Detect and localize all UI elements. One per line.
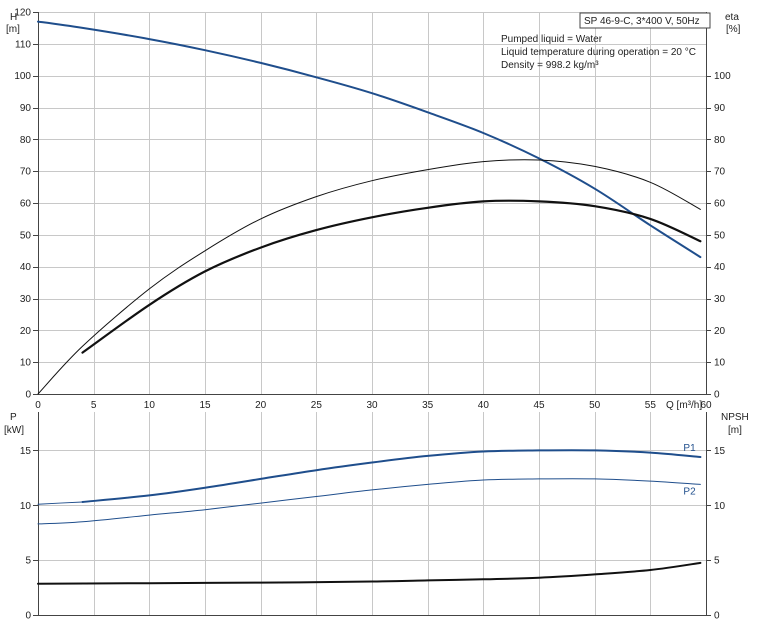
- head-axis-unit: [m]: [6, 24, 20, 35]
- series-layer: P1 P2: [37, 20, 702, 585]
- info-box: SP 46-9-C, 3*400 V, 50Hz Pumped liquid =…: [501, 12, 711, 71]
- upper-axes: H [m] eta [%] Q [m³/h]: [6, 12, 741, 411]
- right-tick-label: 10: [714, 501, 726, 512]
- left-tick-label: 80: [20, 135, 32, 146]
- x-tick-label: 25: [311, 400, 323, 411]
- npsh-axis-unit: [m]: [728, 425, 742, 436]
- x-tick-label: 20: [255, 400, 267, 411]
- info-title-frame: [579, 12, 711, 29]
- series-line-p1-left-extension: [37, 501, 83, 505]
- left-tick-label: 30: [20, 294, 32, 305]
- right-tick-label: 70: [714, 167, 726, 178]
- power-axis-unit: [kW]: [4, 425, 24, 436]
- right-tick-label: 50: [714, 230, 726, 241]
- left-tick-label: 110: [15, 39, 31, 50]
- right-tick-label: 0: [714, 390, 720, 401]
- x-tick-label: 0: [35, 400, 41, 411]
- x-tick-label: 45: [533, 400, 545, 411]
- lower-grid: 0 5 10 15 0 5 10 15: [20, 412, 726, 622]
- info-line: Liquid temperature during operation = 20…: [501, 47, 696, 58]
- x-tick-label: 15: [199, 400, 211, 411]
- upper-grid: 0 5 10 15 20 25 30 35 40 45 50 55 600102030405060708…: [14, 8, 731, 412]
- left-tick-label: 60: [20, 199, 32, 210]
- left-tick-label: 5: [25, 556, 31, 567]
- series-line-npsh: [37, 561, 702, 585]
- x-tick-label: 5: [91, 400, 97, 411]
- info-title: SP 46-9-C, 3*400 V, 50Hz: [584, 16, 700, 27]
- right-tick-label: 40: [714, 262, 726, 273]
- left-tick-label: 0: [25, 390, 31, 401]
- series-line-p2: [37, 478, 701, 525]
- left-tick-label: 40: [20, 262, 32, 273]
- right-tick-label: 5: [714, 556, 720, 567]
- left-tick-label: 120: [14, 8, 31, 19]
- left-tick-label: 15: [20, 446, 32, 457]
- series-label-p2: P2: [683, 486, 696, 497]
- left-tick-label: 70: [20, 167, 32, 178]
- left-tick-label: 10: [20, 358, 32, 369]
- right-tick-label: 15: [714, 446, 726, 457]
- eta-axis-label: eta: [725, 12, 739, 23]
- series-line-h: [37, 20, 702, 259]
- series-line-eta-pump: [81, 199, 702, 354]
- x-tick-label: 50: [589, 400, 601, 411]
- right-tick-label: 90: [714, 103, 726, 114]
- left-tick-label: 10: [20, 501, 32, 512]
- right-tick-label: 20: [714, 326, 726, 337]
- head-axis-label: H: [10, 12, 17, 23]
- info-line: Density = 998.2 kg/m³: [501, 60, 599, 71]
- left-tick-label: 0: [25, 611, 31, 622]
- info-line: Pumped liquid = Water: [501, 34, 603, 45]
- flow-axis-label: Q [m³/h]: [666, 400, 702, 411]
- right-tick-label: 30: [714, 294, 726, 305]
- lower-axes: P [kW] NPSH [m]: [4, 412, 749, 436]
- series-label-p1: P1: [683, 443, 696, 454]
- left-tick-label: 20: [20, 326, 32, 337]
- left-tick-label: 100: [14, 71, 31, 82]
- right-tick-label: 10: [714, 358, 726, 369]
- right-tick-label: 60: [714, 199, 726, 210]
- right-tick-label: 0: [714, 611, 720, 622]
- eta-axis-unit: [%]: [726, 24, 741, 35]
- x-tick-label: 60: [700, 400, 712, 411]
- power-axis-label: P: [10, 412, 17, 423]
- left-tick-label: 90: [20, 103, 32, 114]
- right-tick-label: 80: [714, 135, 726, 146]
- x-tick-label: 40: [478, 400, 490, 411]
- npsh-axis-label: NPSH: [721, 412, 749, 423]
- x-tick-label: 30: [366, 400, 378, 411]
- x-tick-label: 35: [422, 400, 434, 411]
- x-tick-label: 55: [645, 400, 657, 411]
- right-tick-label: 100: [714, 71, 731, 82]
- left-tick-label: 50: [20, 230, 32, 241]
- x-tick-label: 10: [144, 400, 156, 411]
- series-line-p1: [81, 449, 702, 503]
- series-line-eta-motor-pump: [37, 159, 701, 395]
